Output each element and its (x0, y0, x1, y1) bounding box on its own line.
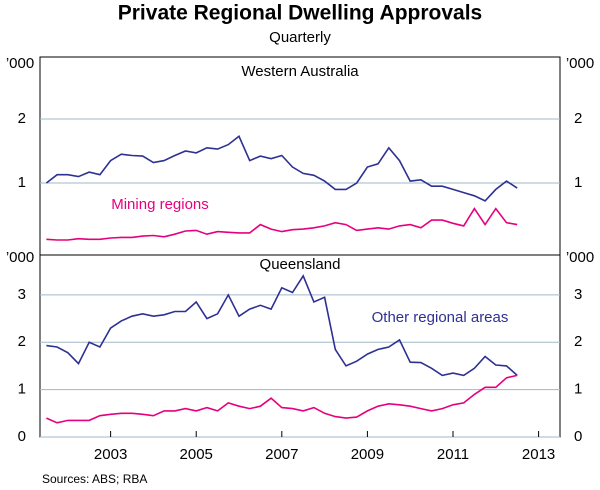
y-tick-label: 0 (574, 428, 582, 445)
series-line (45, 135, 518, 202)
y-unit-label: ’000 (566, 55, 594, 72)
x-tick-label: 2009 (351, 446, 384, 463)
y-tick-label: 1 (18, 174, 26, 191)
y-tick-label: 1 (18, 381, 26, 398)
y-unit-label: ’000 (6, 55, 34, 72)
y-tick-label: 2 (574, 110, 582, 127)
y-tick-label: 3 (574, 286, 582, 303)
x-tick-label: 2005 (180, 446, 213, 463)
series-line (46, 207, 518, 241)
chart-title: Private Regional Dwelling Approvals (118, 2, 482, 25)
source-note: Sources: ABS; RBA (42, 472, 147, 486)
series-label: Mining regions (111, 196, 209, 213)
y-tick-label: 2 (18, 333, 26, 350)
y-unit-label: ’000 (566, 249, 594, 266)
x-tick-label: 2003 (94, 446, 127, 463)
chart-subtitle: Quarterly (269, 29, 331, 46)
x-tick-label: 2007 (265, 446, 298, 463)
y-tick-label: 3 (18, 286, 26, 303)
y-tick-label: 1 (574, 174, 582, 191)
y-tick-label: 2 (18, 110, 26, 127)
series-label: Other regional areas (372, 309, 509, 326)
y-unit-label: ’000 (6, 249, 34, 266)
panel-title: Queensland (260, 256, 341, 273)
y-tick-label: 1 (574, 381, 582, 398)
x-tick-label: 2011 (437, 446, 469, 463)
y-tick-label: 2 (574, 333, 582, 350)
series-line (46, 274, 518, 377)
y-tick-label: 0 (18, 428, 26, 445)
series-line (46, 374, 518, 424)
x-tick-label: 2013 (522, 446, 555, 463)
panel-title: Western Australia (241, 63, 359, 80)
